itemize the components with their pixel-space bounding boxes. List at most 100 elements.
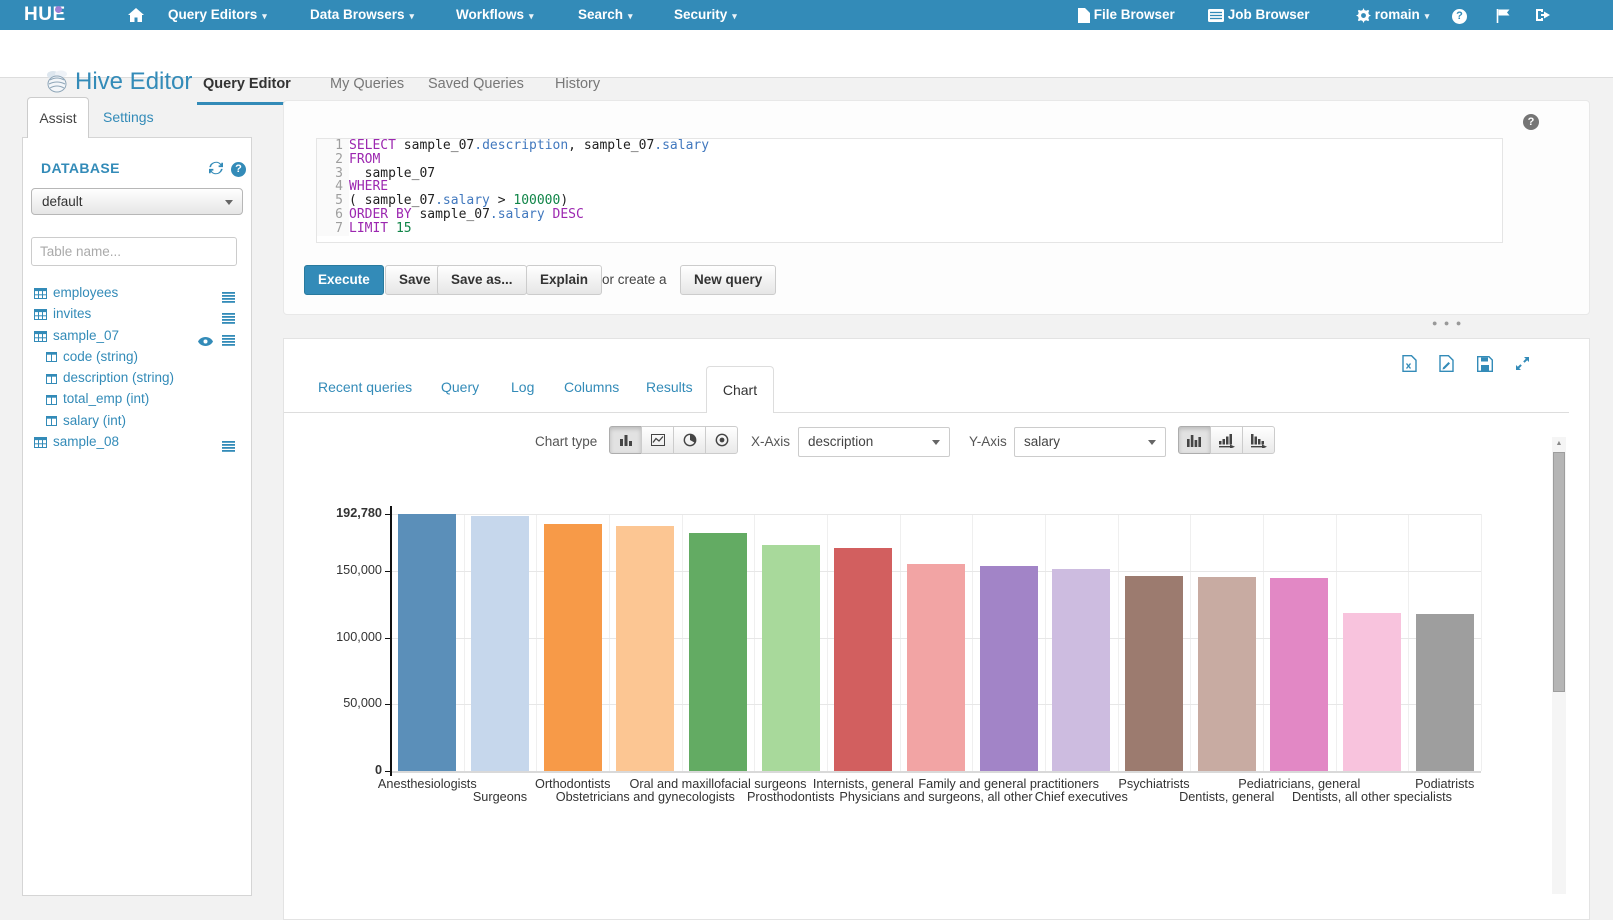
download-csv-icon[interactable] — [1439, 355, 1455, 373]
chart-bar[interactable] — [689, 533, 747, 771]
column-item[interactable]: total_emp (int) — [23, 388, 251, 409]
save-results-icon[interactable] — [1476, 355, 1493, 372]
flag-icon[interactable] — [1496, 0, 1511, 30]
tab-query-editor[interactable]: Query Editor — [197, 76, 297, 105]
scrollbar-thumb[interactable] — [1553, 452, 1565, 692]
execute-button[interactable]: Execute — [304, 265, 384, 295]
assist-panel: DATABASE ? default employeesinvitessampl… — [22, 137, 252, 896]
sort-none-button[interactable] — [1178, 426, 1211, 454]
tab-my-queries[interactable]: My Queries — [330, 76, 405, 92]
table-item-employees[interactable]: employees — [23, 282, 251, 303]
chart-bar[interactable] — [1197, 577, 1256, 771]
chart-vertical-gridline — [972, 514, 974, 771]
explain-button[interactable]: Explain — [526, 265, 603, 295]
new-query-button[interactable]: New query — [680, 265, 777, 295]
chart-bar[interactable] — [1343, 612, 1401, 771]
home-icon[interactable] — [128, 0, 144, 30]
table-menu-icon[interactable] — [222, 286, 235, 307]
x-axis-select[interactable]: description — [798, 427, 950, 457]
nav-query-editors[interactable]: Query Editors ▾ — [168, 7, 267, 22]
editor-help-icon[interactable]: ? — [1523, 114, 1539, 130]
tab-query[interactable]: Query — [441, 379, 480, 395]
chart-x-tick-label: Orthodontists — [534, 777, 611, 791]
chart-y-tick-mark — [385, 514, 390, 515]
table-item-sample_07[interactable]: sample_07 — [23, 325, 251, 346]
download-xls-icon[interactable] — [1402, 355, 1417, 373]
tab-chart[interactable]: Chart — [706, 366, 774, 413]
chart-horizontal-gridline — [391, 771, 1481, 773]
expand-results-icon[interactable] — [1515, 355, 1530, 372]
y-axis-select[interactable]: salary — [1014, 427, 1166, 457]
tab-results[interactable]: Results — [646, 379, 693, 395]
nav-user-menu[interactable]: romain ▾ — [1356, 0, 1429, 30]
sign-out-icon[interactable] — [1536, 0, 1551, 30]
column-item[interactable]: description (string) — [23, 367, 251, 388]
database-select[interactable]: default — [31, 188, 243, 215]
chart-x-tick-label: Internists, general — [812, 777, 914, 791]
nav-file-browser[interactable]: File Browser — [1078, 0, 1175, 30]
table-menu-icon[interactable] — [222, 435, 235, 456]
chart-type-map-button[interactable] — [705, 426, 738, 454]
chart-bar[interactable] — [471, 515, 529, 771]
chart-bar[interactable] — [1415, 613, 1474, 771]
help-icon[interactable]: ? — [1452, 7, 1467, 24]
table-item-sample_08[interactable]: sample_08 — [23, 431, 251, 452]
chart-bar[interactable] — [1125, 576, 1183, 771]
chart-y-axis-line — [390, 506, 392, 776]
results-scrollbar[interactable]: ▲ — [1552, 437, 1566, 894]
chart-vertical-gridline — [536, 514, 538, 771]
preview-eye-icon[interactable] — [198, 330, 213, 351]
column-icon — [46, 349, 57, 364]
chart-bar[interactable] — [907, 564, 965, 771]
chart-bar[interactable] — [1270, 578, 1329, 771]
table-menu-icon[interactable] — [222, 307, 235, 328]
chart-bar[interactable] — [761, 544, 820, 771]
chart-type-line-button[interactable] — [641, 426, 674, 454]
save-as-button[interactable]: Save as... — [437, 265, 527, 295]
nav-job-browser[interactable]: Job Browser — [1208, 0, 1310, 30]
panel-resize-handle[interactable]: ● ● ● — [1432, 318, 1464, 328]
chart-bar[interactable] — [398, 514, 457, 771]
scroll-up-arrow-icon[interactable]: ▲ — [1555, 440, 1563, 447]
chart-type-pie-button[interactable] — [673, 426, 706, 454]
database-help-icon[interactable]: ? — [231, 159, 246, 177]
chart-type-bars-button[interactable] — [609, 426, 642, 454]
database-label: DATABASE — [41, 160, 120, 176]
chart-vertical-gridline — [1408, 514, 1410, 771]
column-item[interactable]: code (string) — [23, 346, 251, 367]
tab-saved-queries[interactable]: Saved Queries — [428, 76, 524, 92]
chart-bar[interactable] — [979, 566, 1038, 771]
table-menu-icon[interactable] — [222, 329, 235, 350]
chart-bar[interactable] — [834, 548, 893, 771]
nav-data-browsers[interactable]: Data Browsers ▾ — [310, 7, 415, 22]
chart-bar[interactable] — [616, 526, 675, 771]
sql-code-editor[interactable]: 1 SELECT sample_07.description, sample_07… — [316, 138, 1503, 243]
chart-bar[interactable] — [1052, 569, 1111, 771]
tab-settings[interactable]: Settings — [103, 109, 154, 125]
chart-vertical-gridline — [1190, 514, 1192, 771]
chart-y-tick-mark — [385, 704, 390, 706]
tab-recent-queries[interactable]: Recent queries — [318, 379, 413, 395]
tab-log[interactable]: Log — [511, 379, 535, 395]
tab-assist[interactable]: Assist — [27, 97, 89, 138]
table-item-invites[interactable]: invites — [23, 303, 251, 325]
chart-vertical-gridline — [899, 514, 901, 771]
tab-columns[interactable]: Columns — [564, 379, 620, 395]
chart-bar[interactable] — [543, 523, 602, 771]
save-button[interactable]: Save — [385, 265, 445, 295]
tab-history[interactable]: History — [555, 76, 601, 92]
chevron-down-icon — [932, 440, 940, 445]
hue-logo[interactable]: HUE — [24, 4, 66, 25]
job-list-icon — [1208, 7, 1224, 22]
column-item[interactable]: salary (int) — [23, 410, 251, 431]
table-filter-input[interactable] — [31, 237, 237, 266]
refresh-icon[interactable] — [209, 159, 223, 177]
nav-security[interactable]: Security ▾ — [674, 7, 737, 22]
chart-x-tick-label: Dentists, all other specialists — [1291, 790, 1453, 804]
sort-descending-button[interactable] — [1242, 426, 1275, 454]
nav-workflows[interactable]: Workflows ▾ — [456, 7, 534, 22]
chevron-down-icon — [1148, 440, 1156, 445]
nav-search[interactable]: Search ▾ — [578, 7, 633, 22]
sort-ascending-button[interactable] — [1210, 426, 1243, 454]
code-line: 3 sample_07 — [317, 166, 1502, 181]
